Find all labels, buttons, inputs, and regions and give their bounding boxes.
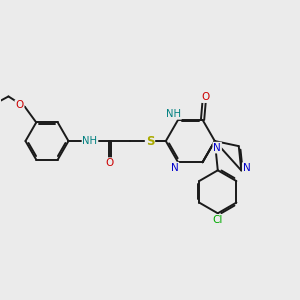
Text: S: S [146,134,154,148]
Text: N: N [213,142,221,153]
Text: O: O [15,100,24,110]
Text: O: O [105,158,113,168]
Text: Cl: Cl [213,215,223,225]
Text: NH: NH [82,136,98,146]
Text: N: N [243,163,250,173]
Text: N: N [171,163,178,172]
Text: NH: NH [166,109,181,119]
Text: O: O [202,92,210,102]
